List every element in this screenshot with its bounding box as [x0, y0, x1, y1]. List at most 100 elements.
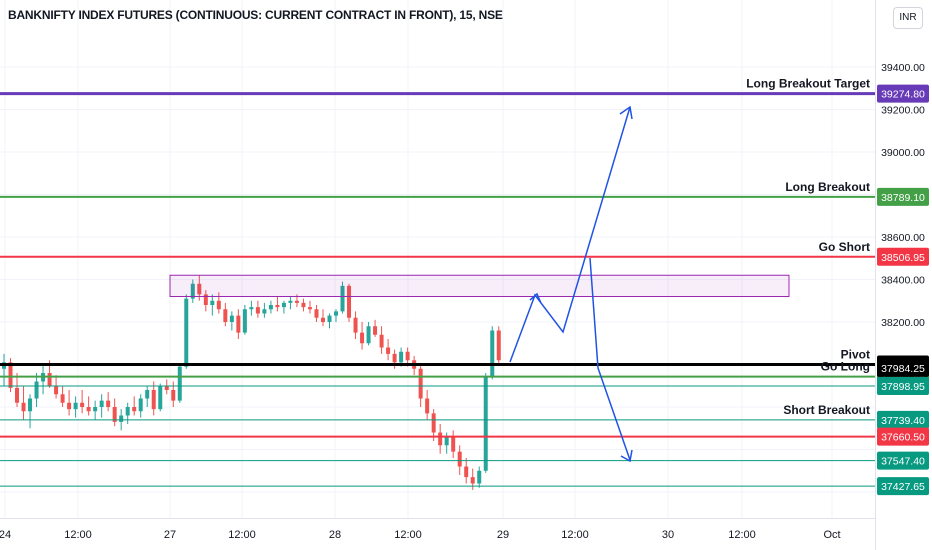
level-lines[interactable]: Long Breakout Target Long Breakout Go Shor… [0, 77, 875, 487]
x-tick-label: 12:00 [394, 529, 422, 541]
candle-body [132, 407, 137, 412]
candle-body [236, 315, 241, 333]
last-price-label: 37984.25 [881, 363, 925, 375]
candle-body [294, 300, 299, 303]
candle-body [255, 307, 260, 314]
price-label-box [877, 477, 929, 496]
currency-button[interactable]: INR [893, 7, 923, 29]
price-label: 39274.80 [881, 89, 925, 101]
level-label: Pivot [841, 348, 870, 362]
candle-body [405, 351, 410, 361]
price-label: 37898.95 [881, 381, 925, 393]
up-projection-line [509, 106, 631, 363]
level-label: Short Breakout [783, 403, 870, 417]
candle-body [347, 285, 352, 318]
arrow-head [620, 449, 633, 463]
candle-body [125, 407, 130, 416]
candle-body [418, 368, 423, 399]
candle-body [93, 407, 98, 412]
candle-body [483, 377, 488, 471]
price-label-box [877, 187, 929, 206]
y-tick-label: 39000.00 [881, 147, 925, 159]
candle-body [360, 332, 365, 344]
x-tick-label: 12:00 [561, 529, 589, 541]
price-label: 37660.50 [881, 432, 925, 444]
y-tick-label: 39200.00 [881, 105, 925, 117]
candle-body [229, 315, 234, 322]
price-label-box [877, 84, 929, 103]
x-tick-label: 12:00 [728, 529, 756, 541]
candle-body [399, 351, 404, 363]
candle-body [262, 309, 267, 314]
candle-body [99, 400, 104, 407]
candle-body [171, 390, 176, 401]
candle-body [67, 402, 72, 410]
candle-body [216, 300, 221, 310]
candle-body [73, 402, 78, 410]
price-axis[interactable]: 39274.8038789.1038506.9538000.0037942.65… [877, 62, 929, 496]
candle-body [138, 398, 143, 412]
price-label: 38789.10 [881, 192, 925, 204]
candle-body [327, 315, 332, 322]
price-label: 37547.40 [881, 456, 925, 468]
candle-body [451, 436, 456, 452]
candle-body [490, 330, 495, 378]
candle-body [477, 470, 482, 484]
level-label: Long Breakout [785, 180, 870, 194]
candle-body [106, 400, 111, 407]
time-axis[interactable]: 24 12:00 27 12:00 28 12:00 29 12:00 30 12:00 Oct [0, 529, 841, 541]
candle-body [340, 285, 345, 312]
candle-body [112, 407, 117, 422]
price-label-box [877, 376, 929, 395]
candle-body [28, 398, 33, 412]
x-tick-label: 27 [164, 529, 176, 541]
candle-body [288, 300, 293, 303]
candle-body [334, 311, 339, 316]
candle-body [164, 385, 169, 390]
candle-body [366, 326, 371, 344]
candle-body [158, 385, 163, 410]
candle-body [223, 309, 228, 322]
candle-body [353, 317, 358, 333]
y-tick-label: 38400.00 [881, 275, 925, 287]
x-tick-label: Oct [823, 529, 840, 541]
price-label-box [877, 451, 929, 470]
candle-body [464, 466, 469, 478]
candle-body [496, 330, 501, 361]
candle-body [210, 300, 215, 305]
candle-body [470, 477, 475, 484]
candle-body [379, 334, 384, 348]
candle-body [80, 402, 85, 407]
x-tick-label: 12:00 [64, 529, 92, 541]
down-projection-line [589, 257, 631, 461]
candle-body [54, 385, 59, 395]
chart-title: BANKNIFTY INDEX FUTURES (CONTINUOUS: CUR… [8, 8, 503, 22]
price-label: 38506.95 [881, 252, 925, 264]
candle-body [86, 407, 91, 412]
candle-body [47, 373, 52, 386]
candle-body [320, 317, 325, 322]
y-tick-label: 38600.00 [881, 232, 925, 244]
candle-body [268, 305, 273, 310]
price-label: 37427.65 [881, 481, 925, 493]
time-axis-border [0, 518, 875, 519]
candle-body [203, 294, 208, 305]
candle-body [15, 387, 20, 403]
candle-body [275, 305, 280, 308]
price-label-box [877, 410, 929, 429]
arrow-head [529, 292, 542, 304]
resistance-zone[interactable] [169, 274, 790, 297]
projection-arrows[interactable] [509, 105, 633, 463]
x-tick-label: 30 [662, 529, 674, 541]
y-tick-label: 39400.00 [881, 62, 925, 74]
candle-body [177, 366, 182, 401]
candle-body [8, 362, 13, 388]
last-price-box [877, 358, 929, 377]
candle-body [242, 309, 247, 333]
chart-grid [0, 0, 875, 518]
candle-body [314, 309, 319, 318]
x-tick-label: 24 [0, 529, 11, 541]
candle-body [307, 307, 312, 310]
candle-body [373, 326, 378, 335]
